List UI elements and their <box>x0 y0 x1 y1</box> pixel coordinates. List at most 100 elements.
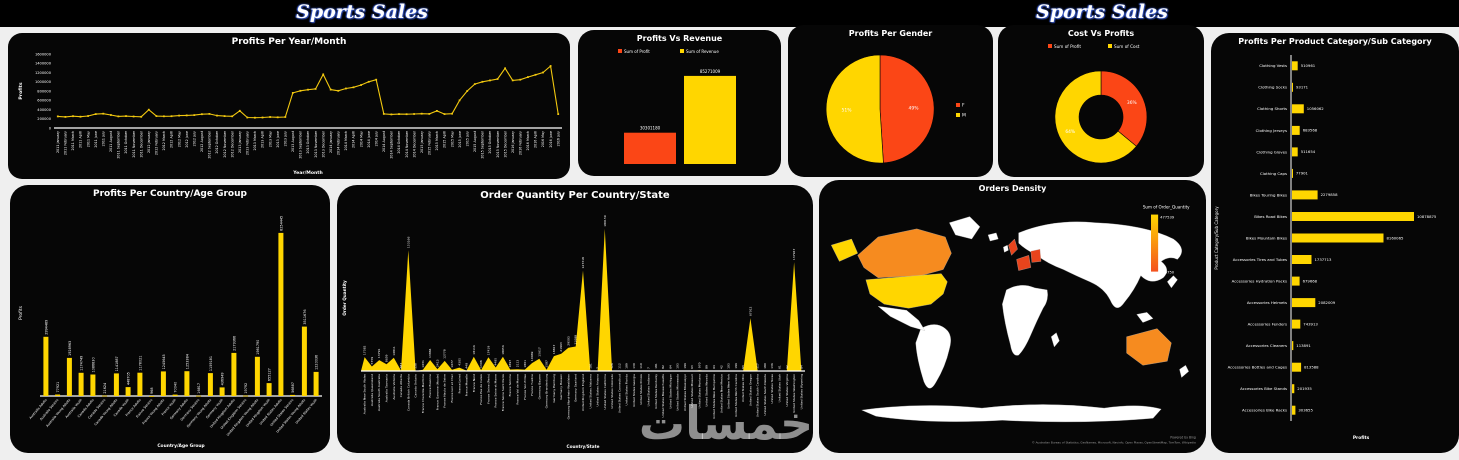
svg-text:France Hauts de Seine: France Hauts de Seine <box>443 374 447 408</box>
svg-text:1141887: 1141887 <box>115 356 119 371</box>
svg-text:2014 November: 2014 November <box>405 130 409 157</box>
svg-text:18116: 18116 <box>472 345 476 355</box>
svg-text:303655: 303655 <box>1298 407 1313 412</box>
svg-text:United States Nevada: United States Nevada <box>705 374 709 407</box>
svg-text:2016 February: 2016 February <box>518 131 522 155</box>
svg-text:8659: 8659 <box>385 354 389 362</box>
svg-text:42: 42 <box>719 365 723 369</box>
svg-text:Germany Hessen: Germany Hessen <box>559 374 563 400</box>
svg-text:77921: 77921 <box>56 382 60 393</box>
svg-text:201935: 201935 <box>1297 386 1312 391</box>
svg-text:2011 November: 2011 November <box>132 130 136 157</box>
svg-text:63: 63 <box>741 365 745 369</box>
profits-per-gender-plot[interactable]: 49% 51% FM <box>788 39 993 175</box>
svg-text:Sum of Cost: Sum of Cost <box>1114 44 1140 49</box>
svg-text:1159181: 1159181 <box>209 356 213 371</box>
svg-text:© Australian Bureau of Statist: © Australian Bureau of Statistics, GeoNa… <box>1032 441 1196 445</box>
svg-text:Sum of Profit: Sum of Profit <box>624 49 650 54</box>
svg-text:400000: 400000 <box>37 108 51 112</box>
svg-text:137947: 137947 <box>792 249 796 261</box>
svg-text:2015 December: 2015 December <box>503 130 507 157</box>
svg-text:Accessories Bike Stands: Accessories Bike Stands <box>1240 386 1287 391</box>
svg-text:180: 180 <box>763 363 767 369</box>
svg-text:Profits: Profits <box>1353 435 1370 441</box>
svg-text:1308: 1308 <box>479 360 483 368</box>
svg-text:103: 103 <box>727 363 731 369</box>
chart-title-profits-per-age-group: Profits Per Country/Age Group <box>93 189 247 199</box>
svg-text:153166: 153166 <box>406 237 410 249</box>
svg-text:United States Connecticut: United States Connecticut <box>617 373 621 413</box>
svg-text:136: 136 <box>770 363 774 369</box>
svg-text:2014 March: 2014 March <box>344 131 348 151</box>
svg-text:Country/Age Group: Country/Age Group <box>157 443 204 449</box>
svg-text:1178021: 1178021 <box>138 355 142 370</box>
svg-text:2011 September: 2011 September <box>117 130 121 158</box>
map-eurasia <box>1018 221 1182 308</box>
svg-text:Germany Brandenburg: Germany Brandenburg <box>545 374 549 408</box>
profits-per-month-plot[interactable]: 0 200000 400000 600000 800000 1000000 1200000 1… <box>8 48 570 176</box>
svg-text:2011 July: 2011 July <box>101 131 105 146</box>
svg-text:18056: 18056 <box>501 345 505 355</box>
svg-text:France Moselle: France Moselle <box>465 374 469 396</box>
svg-text:2015 August: 2015 August <box>473 130 477 152</box>
svg-text:18817: 18817 <box>552 344 556 354</box>
svg-text:United States Missouri: United States Missouri <box>690 374 694 408</box>
svg-text:7: 7 <box>596 367 600 369</box>
map-ireland <box>1003 244 1009 253</box>
svg-text:655127: 655127 <box>268 368 272 381</box>
chart-title-orders-per-state: Order Quantity Per Country/State <box>480 190 670 201</box>
orders-density-plot[interactable]: Sum of Order_Quantity 477539 126750 Powered… <box>819 194 1206 449</box>
svg-text:2011 May: 2011 May <box>86 131 90 147</box>
svg-text:2016 July: 2016 July <box>556 131 560 146</box>
profits-per-subcategory-plot[interactable]: Clothing Vests 510961 Clothing Socks 93171 C… <box>1211 47 1459 447</box>
card-profits-per-subcategory: Profits Per Product Category/Sub Categor… <box>1211 33 1459 453</box>
svg-text:United States South Dakota: United States South Dakota <box>763 374 767 416</box>
svg-text:2015 March: 2015 March <box>435 131 439 151</box>
svg-text:Bikes Road Bikes: Bikes Road Bikes <box>1254 214 1287 219</box>
svg-text:1897: 1897 <box>508 360 512 368</box>
svg-text:2012 February: 2012 February <box>155 131 159 155</box>
svg-text:181: 181 <box>588 363 592 369</box>
svg-text:2015 July: 2015 July <box>465 131 469 146</box>
svg-text:Australia Queensland: Australia Queensland <box>370 374 374 406</box>
svg-text:2015 November: 2015 November <box>496 130 500 157</box>
svg-text:82: 82 <box>661 365 665 369</box>
title-bar <box>0 0 1459 27</box>
svg-text:29503: 29503 <box>566 336 570 346</box>
svg-text:2015 January: 2015 January <box>420 131 424 153</box>
svg-text:2279858: 2279858 <box>1321 192 1338 197</box>
svg-text:Profits: Profits <box>18 305 24 319</box>
svg-text:63: 63 <box>690 365 694 369</box>
svg-text:France Somme: France Somme <box>508 374 512 397</box>
svg-text:2994489: 2994489 <box>44 320 48 335</box>
cost-vs-profits-plot[interactable]: Sum of Profit Sum of Cost 36% 64% <box>998 39 1204 175</box>
svg-text:2011 January: 2011 January <box>56 131 60 153</box>
svg-text:679668: 679668 <box>1303 278 1318 283</box>
svg-text:436949: 436949 <box>221 372 225 385</box>
svg-text:France Pas de Calais: France Pas de Calais <box>479 374 483 405</box>
svg-text:Germany Bayern: Germany Bayern <box>537 374 541 399</box>
svg-text:France Essonne: France Essonne <box>428 374 432 398</box>
svg-text:2013 January: 2013 January <box>238 131 242 153</box>
svg-text:2015 October: 2015 October <box>488 130 492 153</box>
svg-text:Powered by Bing: Powered by Bing <box>1170 435 1195 439</box>
svg-text:2013 June: 2013 June <box>276 131 280 148</box>
svg-text:2013 March: 2013 March <box>253 131 257 151</box>
svg-text:United States South Carolina: United States South Carolina <box>756 374 760 417</box>
map-greenland <box>949 216 981 239</box>
svg-text:Clothing Jerseys: Clothing Jerseys <box>1256 128 1287 133</box>
svg-text:Accessories Tires and Tubes: Accessories Tires and Tubes <box>1233 257 1287 262</box>
svg-text:2014 January: 2014 January <box>329 131 333 153</box>
svg-text:Australia New South Wales: Australia New South Wales <box>363 374 367 415</box>
svg-text:Sum of Revenue: Sum of Revenue <box>686 49 719 54</box>
svg-text:France Garonne (Haute): France Garonne (Haute) <box>435 374 439 410</box>
svg-text:United States Texas: United States Texas <box>770 374 774 404</box>
svg-text:36%: 36% <box>1127 100 1137 106</box>
svg-text:Bikes Touring Bikes: Bikes Touring Bikes <box>1250 192 1287 197</box>
profits-vs-revenue-plot[interactable]: Sum of Profit Sum of Revenue 30301180 85271… <box>578 44 781 174</box>
svg-text:Product Category/Sub Category: Product Category/Sub Category <box>1214 206 1219 270</box>
svg-text:19792: 19792 <box>244 383 248 394</box>
svg-text:5759: 5759 <box>370 357 374 365</box>
